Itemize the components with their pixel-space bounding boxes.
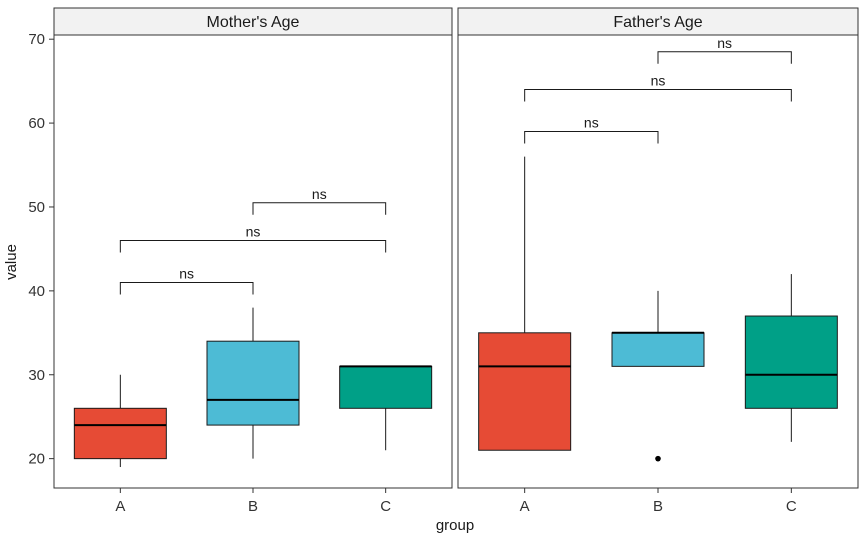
x-tick-label: A (520, 498, 530, 515)
comparison-A-B: ns (119, 265, 254, 295)
comparison-B-C: ns (252, 186, 387, 215)
box-C (744, 274, 838, 442)
y-tick-label: 20 (28, 451, 45, 468)
y-tick-label: 60 (28, 115, 45, 132)
y-axis-title: value (3, 244, 20, 280)
box-C (339, 365, 433, 451)
x-tick-label: B (653, 498, 663, 515)
comparison-bracket (524, 130, 659, 144)
comparison-label: ns (651, 73, 666, 89)
comparison-bracket (524, 89, 792, 102)
comparison-A-C: ns (524, 73, 792, 102)
y-tick-label: 50 (28, 199, 45, 216)
x-tick-label: A (115, 498, 125, 515)
box-B (611, 290, 705, 462)
y-tick-label: 70 (28, 31, 45, 48)
box-body (339, 365, 433, 409)
y-tick-label: 40 (28, 283, 45, 300)
panel-title: Father's Age (613, 14, 702, 31)
comparison-bracket (119, 281, 254, 295)
box-body (744, 315, 838, 409)
box-body (478, 332, 572, 451)
comparison-bracket (252, 202, 387, 215)
x-tick-label: C (786, 498, 797, 515)
comparison-label: ns (179, 265, 194, 281)
y-tick-label: 30 (28, 367, 45, 384)
outlier-point (655, 455, 661, 462)
comparison-bracket (657, 51, 792, 64)
comparison-label: ns (584, 114, 599, 130)
comparison-A-C: ns (119, 224, 387, 253)
panel-2: Father's Age ns ns ns A B C (457, 7, 859, 515)
x-tick-label: B (248, 498, 258, 515)
x-axis-title: group (436, 517, 474, 534)
panel-strip (53, 7, 453, 36)
box-B (206, 307, 300, 459)
comparison-B-C: ns (657, 35, 792, 64)
box-A (478, 156, 572, 451)
panel-1: Mother's Age ns ns ns A B C (53, 7, 453, 515)
box-A (73, 374, 167, 468)
box-body (206, 340, 300, 426)
comparison-label: ns (717, 35, 732, 51)
box-body (611, 332, 705, 367)
panel-title: Mother's Age (207, 14, 300, 31)
x-tick-label: C (380, 498, 391, 515)
comparison-label: ns (312, 186, 327, 202)
comparison-bracket (119, 240, 387, 253)
comparison-A-B: ns (524, 114, 659, 144)
y-axis: 20 30 40 50 60 70 (28, 31, 54, 468)
comparison-label: ns (246, 224, 261, 240)
box-body (73, 407, 167, 460)
panels-layer: Mother's Age ns ns ns A B C Father's Age ns ns ns A… (53, 7, 859, 515)
